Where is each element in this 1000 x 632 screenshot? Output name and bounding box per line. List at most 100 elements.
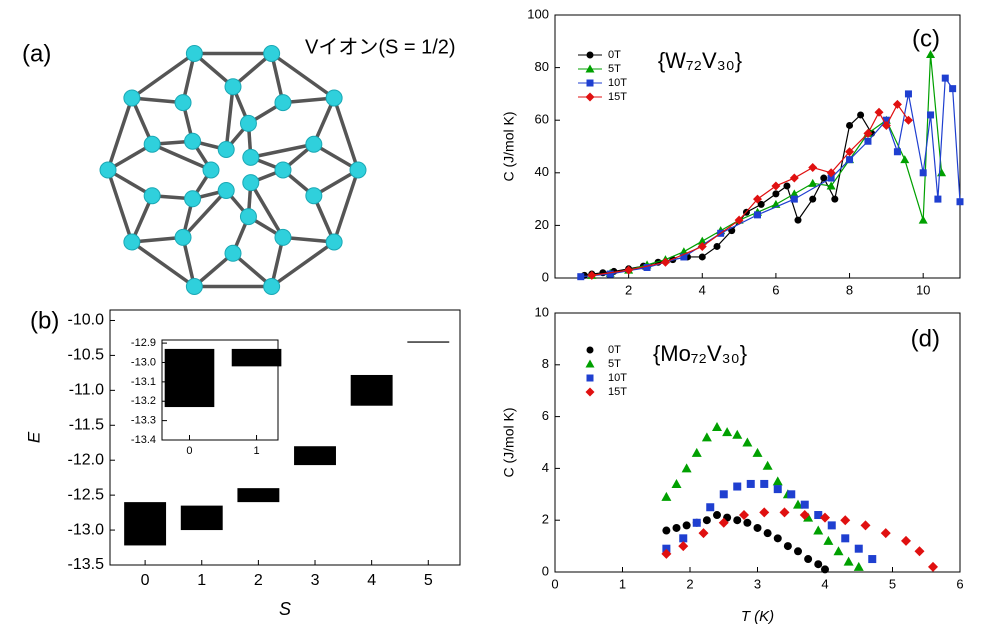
x-tick-label: 6 [956,576,963,591]
marker [739,510,749,521]
atom [143,135,161,153]
marker [762,460,773,470]
marker [949,85,957,93]
marker [928,561,938,572]
x-tick-label: 3 [311,572,320,589]
marker [860,520,871,531]
atom [305,187,323,205]
legend-marker [586,79,594,87]
marker [845,147,855,157]
marker [804,555,813,564]
legend-label: 5T [608,63,621,75]
x-tick-label: 5 [424,572,433,589]
y-axis-label: C (J/mol K) [501,408,517,478]
marker [808,178,818,187]
marker [846,156,854,164]
atom [274,94,292,112]
bond [249,181,285,239]
atom [325,89,343,107]
marker [841,534,850,543]
y-tick-label: 10 [535,304,549,319]
marker [904,90,912,98]
marker [772,190,780,198]
legend-label: 5T [608,358,621,370]
marker [719,490,728,499]
x-tick-label: 5 [889,576,896,591]
atom [263,44,281,62]
marker [833,546,844,556]
bond [282,96,335,105]
x-tick-label: 4 [699,282,706,297]
panel-label: (d) [911,325,940,352]
legend-label: 0T [608,344,621,356]
marker [903,115,913,125]
marker [713,242,721,250]
bond [270,240,336,288]
level-band [164,348,215,408]
marker [821,565,829,574]
marker [874,107,884,117]
marker [701,432,712,442]
marker [759,507,770,518]
marker [733,516,742,525]
y-axis-label: C (J/mol K) [501,112,517,182]
marker [900,155,910,164]
marker [691,447,702,457]
marker [753,523,762,532]
atom [224,244,242,262]
y-tick-label: -12.5 [68,486,105,503]
marker [672,523,681,532]
x-tick-label: 3 [754,576,761,591]
legend-marker [586,346,594,354]
marker [827,174,835,182]
level-band [124,502,167,546]
y-tick-label: -13.0 [131,356,156,368]
atom [305,135,323,153]
atom [174,228,192,246]
y-tick-label: 40 [535,164,549,179]
level-band [237,488,280,503]
x-tick-label: 8 [846,282,853,297]
y-tick-label: 2 [542,512,549,527]
marker [587,270,597,280]
legend-marker [585,359,595,368]
atom [239,208,257,226]
y-tick-label: 4 [542,460,549,475]
marker [790,195,798,203]
y-tick-label: 20 [535,217,549,232]
marker [892,99,902,109]
y-tick-label: 8 [542,356,549,371]
y-tick-label: -12.9 [131,337,156,349]
atom [123,233,141,251]
bond [312,168,359,198]
marker [843,556,854,566]
x-tick-label: 1 [253,445,259,457]
chart-title: {Mo₇₂V₃₀} [653,341,747,366]
marker [624,265,634,275]
y-tick-label: -10.5 [68,347,105,364]
molecule-caption: Vイオン(S = 1/2) [305,36,456,58]
y-axis-label: E [24,431,43,443]
bond [181,189,228,239]
marker [823,535,834,545]
marker [814,560,823,569]
atom [217,140,235,158]
series-line [591,103,909,276]
marker [742,437,753,447]
marker [783,542,792,551]
marker [681,463,692,473]
marker [803,512,814,522]
marker [732,429,743,439]
atom [274,228,292,246]
x-tick-label: 2 [254,572,263,589]
marker [882,116,890,124]
marker [854,544,863,553]
atom [143,187,161,205]
atom [202,161,220,179]
atom [239,114,257,132]
level-band [180,505,223,531]
atom [184,190,202,208]
marker [661,548,672,559]
y-tick-label: 60 [535,112,549,127]
marker [661,491,672,501]
